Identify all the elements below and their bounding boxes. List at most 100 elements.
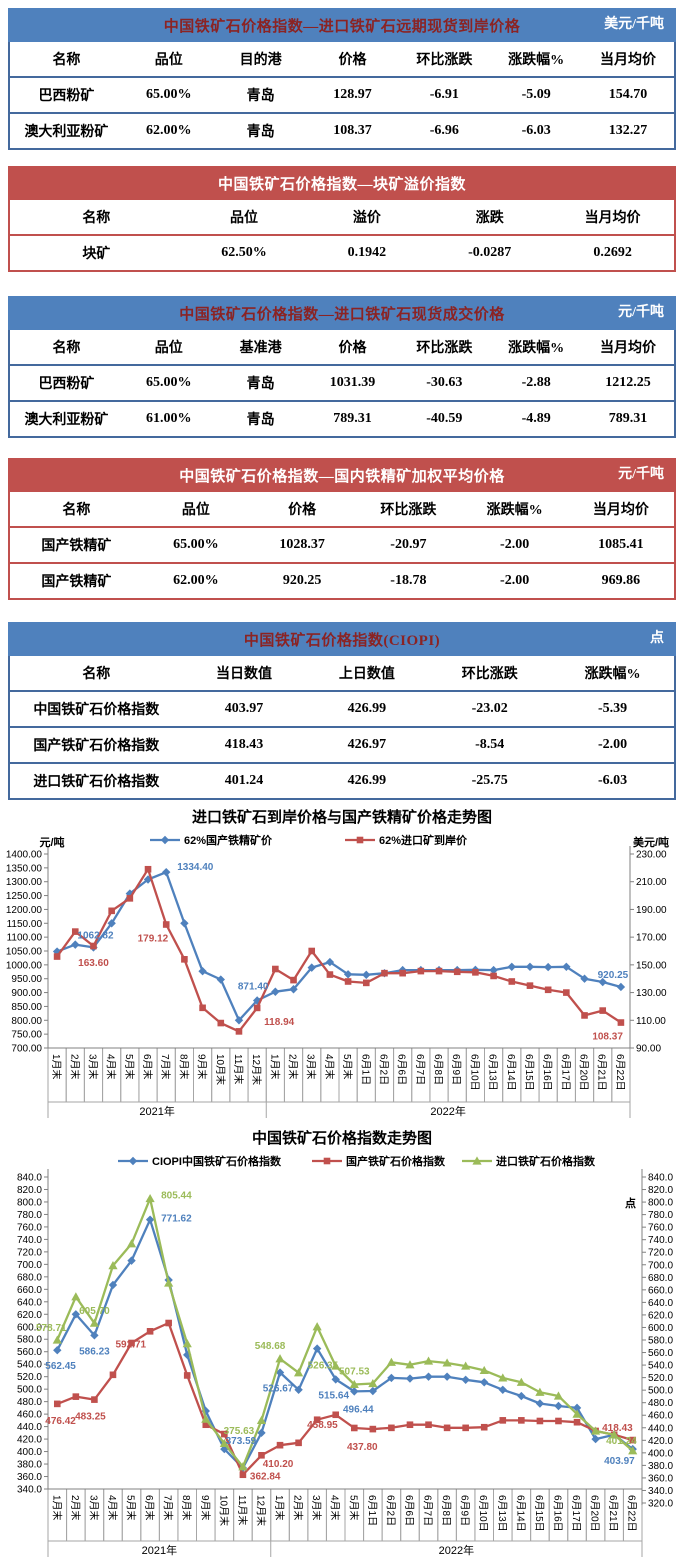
right-axis-tick-label: 820.0 (648, 1185, 673, 1196)
category-label: 7月末 (162, 1495, 175, 1521)
data-label: 179.12 (138, 934, 169, 945)
table-cell: 789.31 (582, 400, 674, 436)
series-marker (128, 1339, 135, 1347)
series-marker (331, 1361, 341, 1370)
series-marker (453, 968, 461, 976)
category-label: 5月末 (125, 1495, 138, 1521)
series-marker (108, 1261, 118, 1270)
category-label: 6月8日 (440, 1495, 452, 1526)
right-axis-tick-label: 480.0 (648, 1398, 673, 1409)
category-label: 4月末 (329, 1495, 342, 1521)
table-cell: -18.78 (355, 562, 462, 598)
category-label: 6月末 (143, 1495, 156, 1521)
category-label: 3月末 (310, 1495, 323, 1521)
data-table: 名称 品位 基准港 价格 环比涨跌 涨跌幅% 当月均价 巴西粉矿 65.00% 青岛 1031.39… (10, 330, 674, 436)
series-marker (349, 1379, 359, 1389)
category-label: 4月末 (323, 1054, 336, 1080)
year-label: 2021年 (142, 1543, 177, 1557)
left-axis-tick-label: 700.00 (11, 1044, 42, 1055)
data-label: 163.60 (78, 958, 109, 969)
right-axis-tick-label: 230.00 (636, 850, 667, 861)
table-cell: 青岛 (214, 76, 307, 113)
column-header: 品位 (154, 53, 183, 68)
table-row: 国产铁矿石价格指数 418.43 426.97 -8.54 -2.00 (10, 726, 674, 763)
series-marker (312, 1344, 322, 1353)
table-unit-label: 元/千吨 (618, 305, 664, 320)
chart-title-1: 中国铁矿石价格指数走势图 (251, 1130, 432, 1147)
series-marker (256, 1415, 267, 1424)
left-axis-tick-label: 440.0 (17, 1422, 42, 1433)
data-label: 458.95 (307, 1420, 338, 1431)
series-marker (199, 1004, 206, 1012)
right-axis-tick-label: 640.0 (648, 1298, 673, 1309)
series-marker (350, 1424, 358, 1432)
series-marker (183, 1372, 191, 1379)
right-axis-tick-label: 600.0 (648, 1323, 673, 1334)
series-marker (498, 1373, 508, 1382)
series-marker (555, 1417, 562, 1425)
category-label: 4月末 (105, 1054, 118, 1080)
column-header: 价格 (288, 503, 317, 518)
legend-marker (356, 836, 364, 844)
series-marker (294, 1385, 303, 1394)
price-table-3: 中国铁矿石价格指数—国内铁精矿加权平均价格 元/千吨 名称 品位 价格 环比涨跌 涨跌幅% 当… (8, 458, 676, 600)
table-cell: 61.00% (122, 400, 215, 436)
table-header-row: 名称 当日数值 上日数值 环比涨跌 涨跌幅% (10, 656, 674, 691)
data-label: 605.70 (79, 1306, 110, 1317)
series-marker (295, 1439, 302, 1447)
series-marker (581, 1012, 588, 1019)
price-tables-section: 中国铁矿石价格指数—进口铁矿石远期现货到岸价格 美元/千吨 名称 品位 目的港 价格 环比涨… (0, 8, 684, 800)
table-title: 中国铁矿石价格指数—进口铁矿石远期现货到岸价格 (163, 18, 521, 35)
left-axis-tick-label: 600.0 (17, 1322, 42, 1333)
series-marker (108, 907, 115, 915)
series-marker (258, 1452, 265, 1459)
series-marker (442, 1358, 452, 1367)
table-row: 巴西粉矿 65.00% 青岛 1031.39 -30.63 -2.88 1212.25 (10, 364, 674, 401)
series-marker (479, 1365, 489, 1375)
left-axis-tick-label: 340.0 (17, 1485, 42, 1496)
left-axis-tick-label: 500.0 (17, 1385, 42, 1396)
category-label: 5月末 (347, 1495, 360, 1521)
left-axis-tick-label: 900.00 (11, 988, 42, 999)
category-label: 12月末 (254, 1495, 267, 1526)
category-label: 7月末 (159, 1054, 172, 1080)
series-marker (362, 970, 371, 980)
left-axis-tick-label: 840.0 (17, 1173, 42, 1184)
series-marker (443, 1424, 451, 1432)
right-axis-tick-label: 700.0 (648, 1260, 673, 1271)
category-label: 6月1日 (359, 1054, 371, 1085)
category-label: 6月17日 (570, 1495, 582, 1532)
series-marker (91, 1396, 98, 1403)
data-label: 586.23 (79, 1346, 110, 1357)
left-axis-tick-label: 850.00 (11, 1002, 42, 1013)
table-cell: 国产铁矿石价格指数 (10, 726, 183, 763)
right-axis-tick-label: 760.0 (648, 1223, 673, 1234)
category-label: 6月9日 (459, 1495, 471, 1526)
series-line-1 (56, 868, 622, 1033)
iron-ore-price-report: 中国铁矿石价格指数—进口铁矿石远期现货到岸价格 美元/千吨 名称 品位 目的港 价格 环比涨… (0, 8, 684, 1562)
category-label: 6月14日 (505, 1054, 517, 1091)
right-axis-tick-label: 320.0 (648, 1499, 673, 1510)
column-header: 当月均价 (600, 341, 657, 356)
price-table-0: 中国铁矿石价格指数—进口铁矿石远期现货到岸价格 美元/千吨 名称 品位 目的港 价格 环比涨… (8, 8, 676, 150)
series-marker (198, 967, 207, 976)
category-label: 11月末 (232, 1054, 245, 1084)
table-header-row: 名称 品位 基准港 价格 环比涨跌 涨跌幅% 当月均价 (10, 330, 674, 365)
column-header: 当日数值 (216, 667, 273, 682)
table-row: 块矿 62.50% 0.1942 -0.0287 0.2692 (10, 234, 674, 270)
category-label: 2月末 (69, 1495, 82, 1521)
left-axis-tick-label: 460.0 (17, 1410, 42, 1421)
left-axis-tick-label: 420.0 (17, 1435, 42, 1446)
legend-marker (160, 835, 170, 845)
category-label: 12月末 (250, 1054, 263, 1085)
right-axis-tick-label: 720.0 (648, 1248, 673, 1259)
price-table-1: 中国铁矿石价格指数—块矿溢价指数 名称 品位 溢价 涨跌 当月均价 块矿 62.50% 0.19… (8, 166, 676, 272)
right-axis-tick-label: 400.0 (648, 1448, 673, 1459)
category-label: 6月16日 (541, 1054, 553, 1091)
data-label: 403.97 (604, 1456, 635, 1467)
category-label: 6月1日 (366, 1495, 378, 1526)
legend-item-label: 国产铁矿石价格指数 (346, 1154, 446, 1168)
series-marker (202, 1421, 210, 1429)
chart-canvas-1: 1月末 2月末 3月末 4月末 5月末 6月末 7月末 8月末 9月末 10月末 11月末 12月末 1… (17, 1154, 673, 1557)
table-cell: -40.59 (398, 400, 491, 436)
